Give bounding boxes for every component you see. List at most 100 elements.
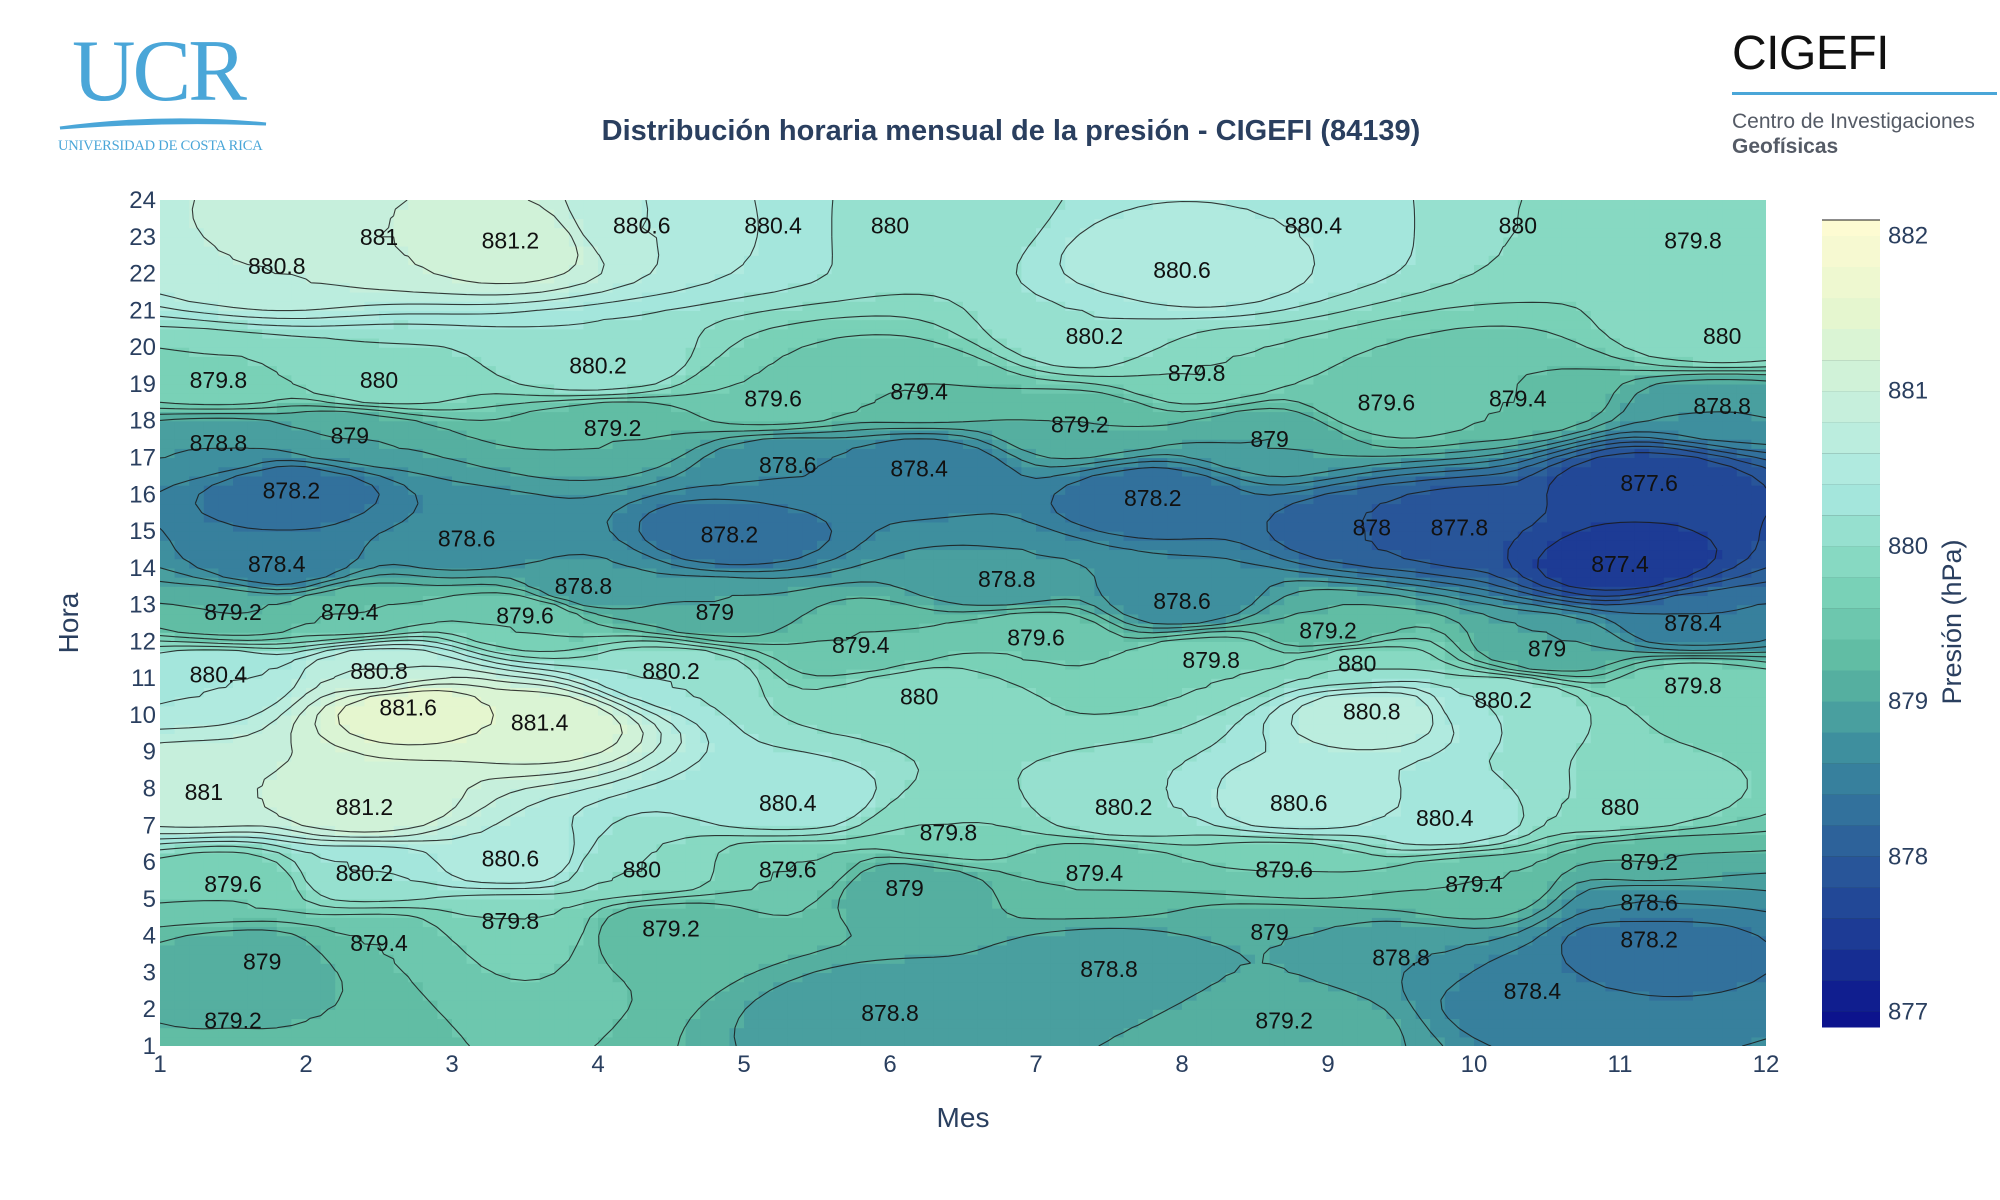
contour-fill-cell <box>1620 641 1636 652</box>
contour-fill-cell <box>1736 944 1752 955</box>
contour-fill-cell <box>1517 963 1533 974</box>
contour-fill-cell <box>1401 714 1417 725</box>
contour-fill-cell <box>1050 825 1066 836</box>
contour-fill-cell <box>189 1018 205 1029</box>
contour-fill-cell <box>1663 917 1679 928</box>
contour-fill-cell <box>1459 954 1475 964</box>
contour-fill-cell <box>1444 954 1460 964</box>
contour-fill-cell <box>656 981 672 992</box>
contour-fill-cell <box>1284 1018 1300 1029</box>
contour-fill-cell <box>349 880 365 891</box>
contour-fill-cell <box>437 659 453 670</box>
contour-fill-cell <box>481 825 497 836</box>
contour-fill-cell <box>393 788 409 799</box>
contour-fill-cell <box>174 1009 190 1020</box>
contour-fill-cell <box>1006 990 1022 1001</box>
contour-fill-cell <box>1284 742 1300 753</box>
contour-fill-cell <box>583 954 599 964</box>
contour-fill-cell <box>408 1018 424 1029</box>
contour-fill-cell <box>1065 788 1081 799</box>
contour-fill-cell <box>1503 871 1519 882</box>
contour-fill-cell <box>1532 770 1548 780</box>
contour-fill-cell <box>1444 779 1460 790</box>
contour-fill-cell <box>1050 871 1066 882</box>
contour-fill-cell <box>612 1027 628 1038</box>
contour-fill-cell <box>495 668 511 679</box>
contour-fill-cell <box>160 696 176 707</box>
contour-fill-cell <box>568 843 584 854</box>
contour-fill-cell <box>1459 926 1475 937</box>
contour-fill-cell <box>1722 1027 1738 1038</box>
contour-fill-cell <box>583 926 599 937</box>
contour-fill-cell <box>1065 1009 1081 1020</box>
contour-fill-cell <box>1561 972 1577 983</box>
contour-fill-cell <box>1547 641 1563 652</box>
contour-fill-cell <box>1488 659 1504 670</box>
contour-fill-cell <box>233 889 249 900</box>
contour-fill-cell <box>977 696 993 707</box>
contour-fill-cell <box>1284 1036 1300 1046</box>
contour-fill-cell <box>1561 917 1577 928</box>
contour-fill-cell <box>1328 981 1344 992</box>
contour-fill-cell <box>189 917 205 928</box>
contour-fill-cell <box>525 871 541 882</box>
contour-fill-cell <box>627 981 643 992</box>
contour-fill-cell <box>671 659 687 670</box>
contour-fill-cell <box>1357 705 1373 716</box>
contour-fill-cell <box>364 714 380 725</box>
contour-fill-cell <box>1211 659 1227 670</box>
contour-fill-cell <box>1430 742 1446 753</box>
contour-fill-cell <box>1707 990 1723 1001</box>
contour-fill-cell <box>860 760 876 771</box>
contour-fill-cell <box>160 843 176 854</box>
contour-fill-cell <box>320 871 336 882</box>
contour-fill-cell <box>1182 963 1198 974</box>
contour-fill-cell <box>1605 816 1621 826</box>
contour-fill-cell <box>233 944 249 955</box>
contour-fill-cell <box>1036 972 1052 983</box>
contour-fill-cell <box>276 779 292 790</box>
contour-fill-cell <box>904 898 920 909</box>
contour-fill-cell <box>904 816 920 826</box>
contour-fill-cell <box>1240 751 1256 762</box>
contour-fill-cell <box>1269 935 1285 946</box>
contour-fill-cell <box>1371 898 1387 909</box>
contour-fill-cell <box>890 641 906 652</box>
contour-fill-cell <box>860 1036 876 1046</box>
contour-fill-cell <box>233 742 249 753</box>
contour-fill-cell <box>963 650 979 661</box>
contour-fill-cell <box>817 632 833 642</box>
contour-fill-cell <box>1532 1036 1548 1046</box>
contour-fill-cell <box>1693 852 1709 863</box>
contour-fill-cell <box>1517 972 1533 983</box>
contour-fill-cell <box>233 1036 249 1046</box>
contour-fill-cell <box>1678 779 1694 790</box>
contour-fill-cell <box>495 770 511 780</box>
contour-fill-cell <box>1284 825 1300 836</box>
contour-fill-cell <box>583 779 599 790</box>
contour-fill-cell <box>744 862 760 872</box>
contour-fill-cell <box>1167 963 1183 974</box>
contour-fill-cell <box>890 1009 906 1020</box>
contour-fill-cell <box>583 898 599 909</box>
contour-fill-cell <box>1503 687 1519 698</box>
contour-fill-cell <box>1576 954 1592 964</box>
contour-fill-cell <box>262 788 278 799</box>
contour-fill-cell <box>525 880 541 891</box>
contour-fill-cell <box>1547 981 1563 992</box>
contour-fill-cell <box>364 788 380 799</box>
contour-fill-cell <box>1298 889 1314 900</box>
contour-fill-cell <box>349 797 365 808</box>
contour-fill-cell <box>948 668 964 679</box>
contour-fill-cell <box>641 687 657 698</box>
contour-fill-cell <box>671 1027 687 1038</box>
contour-fill-cell <box>1620 687 1636 698</box>
contour-fill-cell <box>758 926 774 937</box>
contour-fill-cell <box>1430 668 1446 679</box>
cigefi-logo-name: CIGEFI <box>1732 27 1890 80</box>
contour-fill-cell <box>466 990 482 1001</box>
contour-fill-cell <box>1517 705 1533 716</box>
contour-fill-cell <box>919 668 935 679</box>
contour-fill-cell <box>1036 742 1052 753</box>
contour-fill-cell <box>1240 806 1256 817</box>
